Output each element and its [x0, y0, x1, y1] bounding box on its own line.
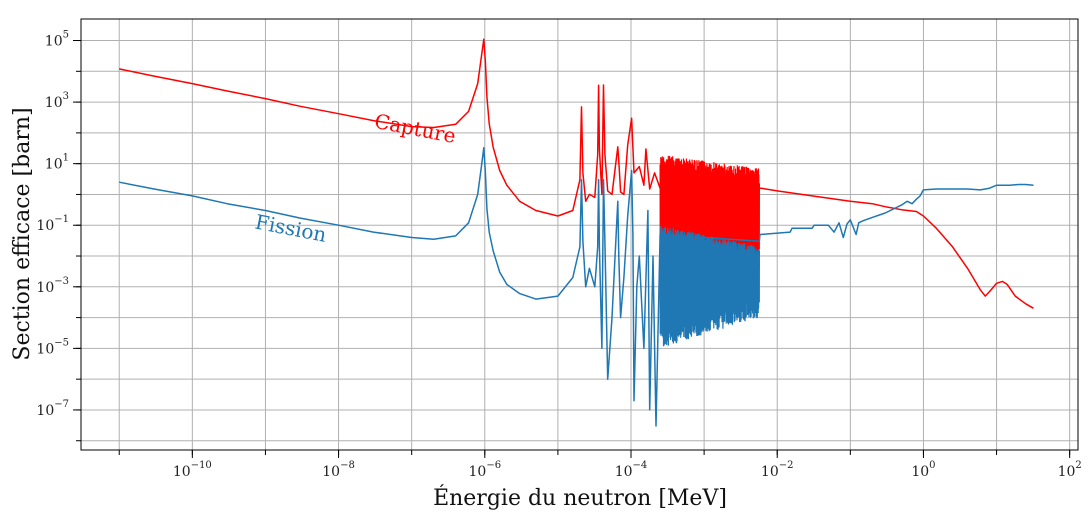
x-tick-label: 10−6 — [468, 460, 501, 480]
annotation-capture: Capture — [372, 109, 457, 148]
x-tick-label: 10−8 — [322, 460, 355, 480]
y-tick-label: 101 — [45, 153, 69, 173]
series-capture — [119, 38, 1034, 309]
y-tick-label: 10−1 — [36, 214, 69, 234]
x-tick-label: 10−10 — [173, 460, 212, 480]
x-tick-label: 102 — [1058, 460, 1082, 480]
series-fission — [119, 146, 1034, 427]
plot-frame — [80, 18, 1079, 451]
axis-ticks: 10−10 10−8 10−6 10−4 10−2 100 102 105 103 101 10−1… — [36, 30, 1081, 480]
series-lines — [119, 38, 1034, 427]
series-line — [119, 38, 1034, 309]
resonance-forest — [659, 226, 760, 347]
series-line — [119, 146, 1034, 427]
y-tick-label: 10−3 — [36, 276, 69, 296]
x-tick-label: 100 — [911, 460, 935, 480]
x-axis-label: Énergie du neutron [MeV] — [433, 484, 727, 511]
x-tick-label: 10−4 — [615, 460, 648, 480]
y-tick-label: 10−7 — [36, 399, 69, 419]
y-axis-label: Section efficace [barn] — [10, 107, 35, 360]
grid — [81, 19, 1078, 450]
series-annotations: Capture Fission — [253, 109, 458, 247]
x-tick-label: 10−2 — [761, 460, 794, 480]
y-tick-label: 103 — [45, 91, 69, 111]
y-tick-label: 105 — [45, 30, 69, 50]
annotation-fission: Fission — [253, 210, 328, 247]
resonance-forest — [659, 155, 760, 268]
y-tick-label: 10−5 — [36, 337, 69, 357]
